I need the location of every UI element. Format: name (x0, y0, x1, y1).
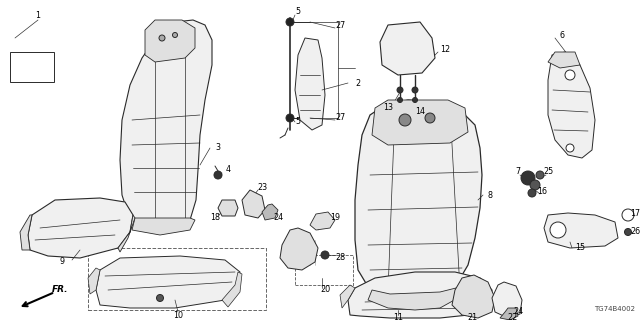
Text: 26: 26 (630, 228, 640, 236)
Polygon shape (96, 256, 240, 308)
Text: 21: 21 (467, 314, 477, 320)
Circle shape (214, 171, 222, 179)
Circle shape (286, 114, 294, 122)
Circle shape (173, 33, 177, 37)
Circle shape (412, 87, 418, 93)
Circle shape (530, 180, 540, 190)
Polygon shape (118, 215, 135, 252)
Text: FR.: FR. (52, 285, 68, 294)
Text: 27: 27 (335, 20, 345, 29)
Circle shape (425, 113, 435, 123)
Text: 24: 24 (513, 308, 523, 316)
Polygon shape (340, 285, 355, 308)
Text: 14: 14 (415, 108, 425, 116)
Circle shape (397, 98, 403, 102)
Polygon shape (372, 100, 468, 145)
Text: 7: 7 (515, 167, 520, 177)
Text: 16: 16 (537, 188, 547, 196)
Polygon shape (20, 215, 32, 250)
Polygon shape (310, 212, 335, 230)
Text: 19: 19 (330, 213, 340, 222)
Polygon shape (120, 20, 212, 228)
Circle shape (550, 222, 566, 238)
Text: 9: 9 (60, 258, 65, 267)
Text: 12: 12 (440, 45, 450, 54)
Circle shape (528, 189, 536, 197)
Circle shape (566, 144, 574, 152)
Text: TG74B4002: TG74B4002 (594, 306, 635, 312)
Text: 27: 27 (335, 114, 345, 123)
Text: 5: 5 (296, 7, 301, 17)
Circle shape (399, 114, 411, 126)
Polygon shape (355, 100, 482, 296)
Circle shape (625, 228, 632, 236)
Circle shape (413, 98, 417, 102)
Text: 2: 2 (355, 78, 360, 87)
Text: 24: 24 (273, 213, 283, 222)
Polygon shape (548, 52, 595, 158)
Polygon shape (145, 20, 195, 62)
Polygon shape (380, 22, 435, 75)
Text: 6: 6 (559, 30, 564, 39)
Polygon shape (242, 190, 265, 218)
Circle shape (286, 18, 294, 26)
Text: 1: 1 (35, 11, 40, 20)
Polygon shape (368, 288, 458, 310)
Circle shape (397, 87, 403, 93)
Circle shape (157, 294, 163, 301)
Text: 17: 17 (630, 209, 640, 218)
Text: 28: 28 (335, 253, 345, 262)
Polygon shape (500, 308, 518, 320)
Text: 3: 3 (216, 143, 221, 153)
FancyBboxPatch shape (10, 52, 54, 82)
Text: 11: 11 (393, 314, 403, 320)
Polygon shape (295, 38, 325, 130)
Text: 8: 8 (488, 190, 493, 199)
Circle shape (321, 251, 329, 259)
Polygon shape (222, 272, 242, 307)
Text: 20: 20 (320, 285, 330, 294)
Circle shape (565, 70, 575, 80)
Circle shape (521, 171, 535, 185)
Polygon shape (218, 200, 238, 216)
Polygon shape (88, 268, 100, 294)
Text: 4: 4 (225, 165, 230, 174)
Polygon shape (452, 275, 495, 318)
Polygon shape (280, 228, 318, 270)
Text: 25: 25 (543, 167, 553, 177)
Circle shape (536, 171, 544, 179)
Circle shape (159, 35, 165, 41)
Text: 5: 5 (296, 117, 301, 126)
Text: 22: 22 (507, 314, 517, 320)
FancyBboxPatch shape (88, 248, 266, 310)
Text: 15: 15 (575, 244, 585, 252)
Text: 13: 13 (383, 102, 393, 111)
Polygon shape (132, 218, 195, 235)
Text: 23: 23 (257, 183, 267, 193)
Polygon shape (544, 213, 618, 248)
Polygon shape (492, 282, 522, 318)
Text: 10: 10 (173, 310, 183, 319)
FancyBboxPatch shape (295, 255, 353, 285)
Polygon shape (548, 52, 580, 68)
Polygon shape (348, 272, 492, 318)
Text: 18: 18 (210, 213, 220, 222)
Polygon shape (28, 198, 133, 258)
Circle shape (622, 209, 634, 221)
Polygon shape (262, 204, 278, 220)
